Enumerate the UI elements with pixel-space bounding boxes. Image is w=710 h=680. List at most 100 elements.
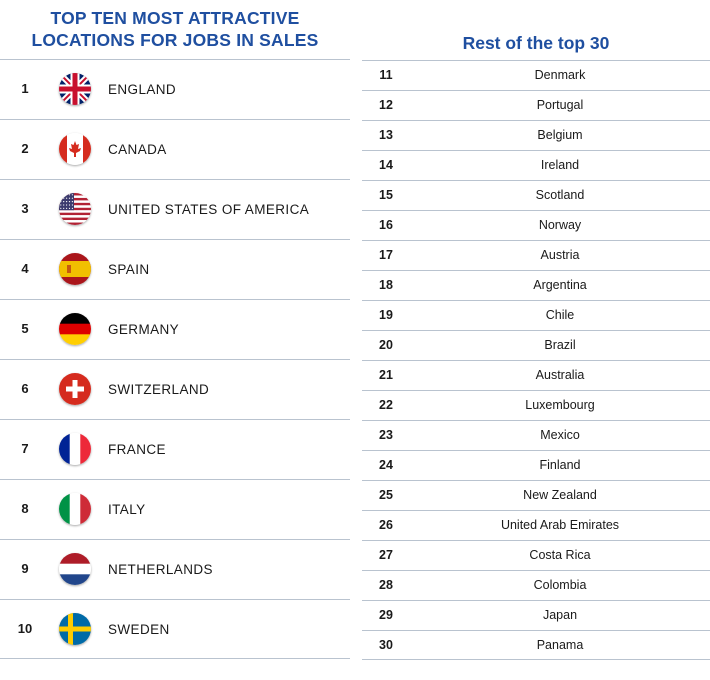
rest-row: 23 Mexico	[362, 420, 710, 450]
rest-row: 11 Denmark	[362, 60, 710, 90]
rank-number: 13	[379, 128, 393, 142]
uk-flag-icon	[59, 73, 91, 105]
germany-flag-icon	[59, 313, 91, 345]
country-name: Chile	[545, 308, 575, 322]
top-ten-row: 10 SWEDEN	[0, 599, 350, 659]
italy-flag-icon	[59, 493, 91, 525]
rank-number: 2	[21, 141, 29, 156]
top-ten-row: 3 UNITED STATES OF AMERICA	[0, 179, 350, 239]
rank-number: 8	[21, 501, 29, 516]
rank-number: 3	[21, 201, 29, 216]
top-ten-row: 6 SWITZERLAND	[0, 359, 350, 419]
country-name: United Arab Emirates	[500, 518, 620, 532]
country-name: Luxembourg	[525, 398, 595, 412]
rank-number: 10	[17, 621, 33, 636]
netherlands-flag-icon	[59, 553, 91, 585]
top-ten-row: 8 ITALY	[0, 479, 350, 539]
rest-row: 30 Panama	[362, 630, 710, 660]
top-ten-row: 5 GERMANY	[0, 299, 350, 359]
rank-number: 27	[379, 548, 393, 562]
country-name: Australia	[535, 368, 585, 382]
rank-number: 24	[379, 458, 393, 472]
rest-row: 29 Japan	[362, 600, 710, 630]
top-ten-list: 1 ENGLAND 2 CANADA 3 UNITED STATES OF AMERICA…	[0, 59, 350, 659]
rest-row: 21 Australia	[362, 360, 710, 390]
rank-number: 4	[21, 261, 29, 276]
france-flag-icon	[59, 433, 91, 465]
country-name: Portugal	[536, 98, 584, 112]
rest-row: 14 Ireland	[362, 150, 710, 180]
country-name: Mexico	[540, 428, 580, 442]
rank-number: 22	[379, 398, 393, 412]
rank-number: 6	[21, 381, 29, 396]
rank-number: 16	[379, 218, 393, 232]
country-name: New Zealand	[523, 488, 597, 502]
country-name: Scotland	[535, 188, 585, 202]
rest-list: 11 Denmark 12 Portugal 13 Belgium 14 Ireland 15 S…	[362, 60, 710, 660]
country-name: Brazil	[544, 338, 576, 352]
rank-number: 15	[379, 188, 393, 202]
top-ten-title-line2: LOCATIONS FOR JOBS IN SALES	[31, 30, 319, 50]
country-name: GERMANY	[108, 322, 180, 337]
top-ten-title: TOP TEN MOST ATTRACTIVE LOCATIONS FOR JO…	[0, 0, 350, 60]
rank-number: 21	[379, 368, 393, 382]
rest-row: 19 Chile	[362, 300, 710, 330]
country-name: Argentina	[533, 278, 587, 292]
top-ten-row: 7 FRANCE	[0, 419, 350, 479]
rank-number: 9	[21, 561, 29, 576]
country-name: Norway	[538, 218, 582, 232]
rank-number: 28	[379, 578, 393, 592]
switzerland-flag-icon	[59, 373, 91, 405]
rank-number: 11	[379, 68, 393, 82]
rest-row: 22 Luxembourg	[362, 390, 710, 420]
rest-row: 13 Belgium	[362, 120, 710, 150]
country-name: ENGLAND	[108, 82, 177, 97]
rank-number: 17	[379, 248, 393, 262]
top-ten-panel: TOP TEN MOST ATTRACTIVE LOCATIONS FOR JO…	[0, 0, 350, 60]
rank-number: 5	[21, 321, 29, 336]
country-name: Austria	[540, 248, 580, 262]
country-name: Panama	[536, 638, 584, 652]
top-ten-row: 2 CANADA	[0, 119, 350, 179]
country-name: UNITED STATES OF AMERICA	[108, 202, 310, 217]
rest-row: 27 Costa Rica	[362, 540, 710, 570]
rank-number: 14	[379, 158, 393, 172]
country-name: Ireland	[540, 158, 580, 172]
rank-number: 23	[379, 428, 393, 442]
top-ten-row: 1 ENGLAND	[0, 59, 350, 119]
country-name: Denmark	[534, 68, 586, 82]
rest-row: 25 New Zealand	[362, 480, 710, 510]
rank-number: 7	[21, 441, 29, 456]
rest-row: 28 Colombia	[362, 570, 710, 600]
rank-number: 25	[379, 488, 393, 502]
country-name: CANADA	[108, 142, 167, 157]
rank-number: 18	[379, 278, 393, 292]
country-name: Belgium	[537, 128, 583, 142]
rest-title: Rest of the top 30	[462, 33, 610, 53]
canada-flag-icon	[59, 133, 91, 165]
rank-number: 20	[379, 338, 393, 352]
rank-number: 19	[379, 308, 393, 322]
top-ten-title-line1: TOP TEN MOST ATTRACTIVE	[50, 8, 300, 28]
country-name: Japan	[542, 608, 578, 622]
rest-row: 20 Brazil	[362, 330, 710, 360]
country-name: SWEDEN	[108, 622, 170, 637]
top-ten-row: 4 SPAIN	[0, 239, 350, 299]
spain-flag-icon	[59, 253, 91, 285]
top-ten-row: 9 NETHERLANDS	[0, 539, 350, 599]
country-name: SPAIN	[108, 262, 150, 277]
rank-number: 30	[379, 638, 393, 652]
rank-number: 26	[379, 518, 393, 532]
sweden-flag-icon	[59, 613, 91, 645]
rest-row: 24 Finland	[362, 450, 710, 480]
rest-row: 12 Portugal	[362, 90, 710, 120]
country-name: SWITZERLAND	[108, 382, 210, 397]
country-name: FRANCE	[108, 442, 166, 457]
country-name: Colombia	[533, 578, 587, 592]
rank-number: 12	[379, 98, 393, 112]
rank-number: 29	[379, 608, 393, 622]
country-name: ITALY	[108, 502, 146, 517]
country-name: NETHERLANDS	[108, 562, 213, 577]
rest-row: 17 Austria	[362, 240, 710, 270]
rest-row: 26 United Arab Emirates	[362, 510, 710, 540]
